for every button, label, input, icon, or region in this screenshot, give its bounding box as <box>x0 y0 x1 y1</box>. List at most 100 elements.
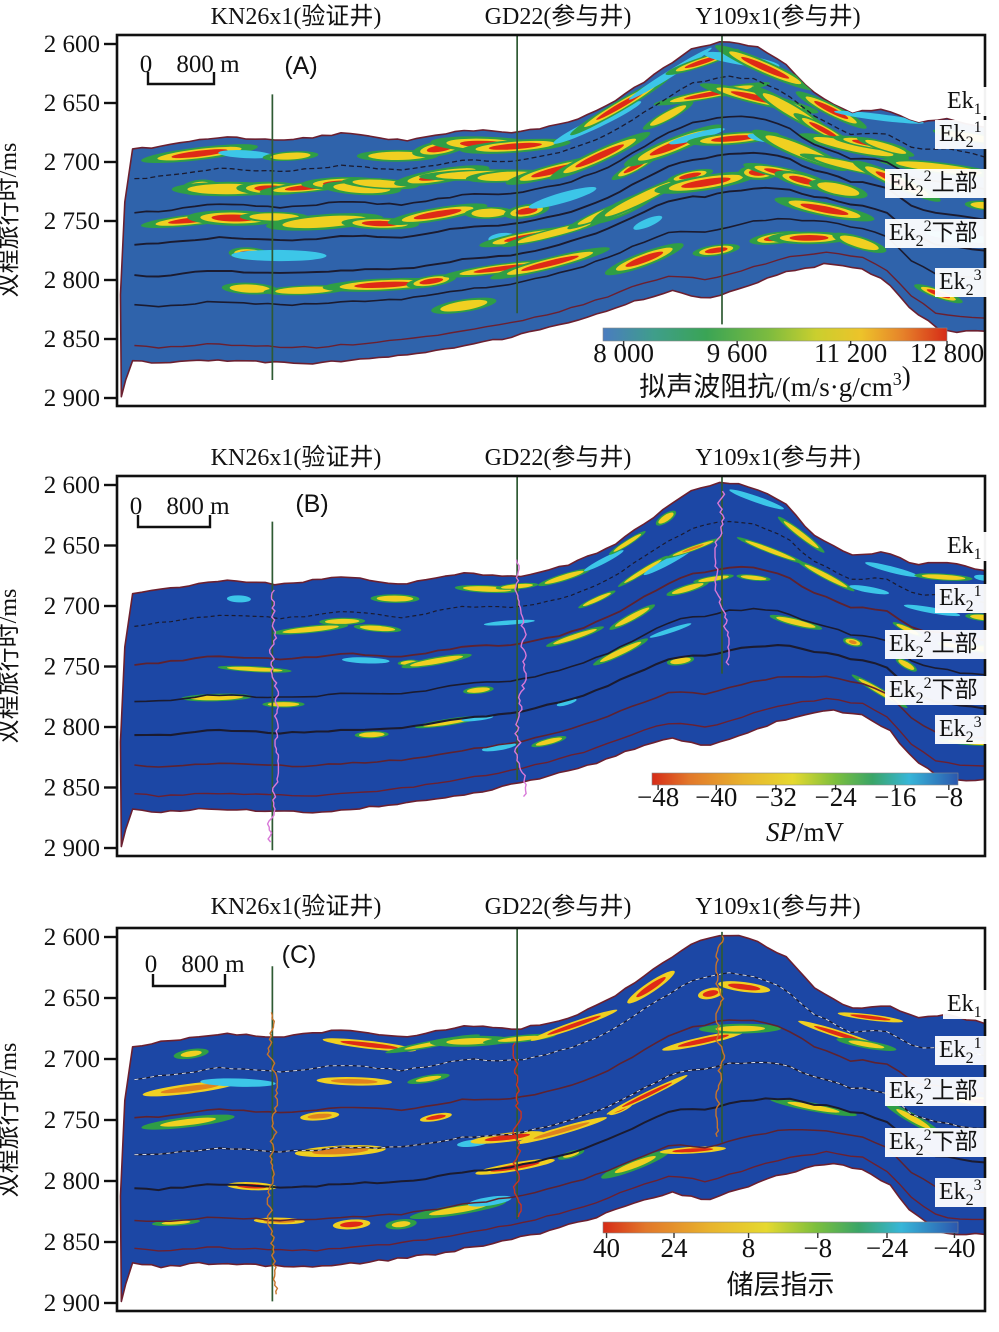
horizon-line <box>134 1129 985 1223</box>
colorbar-tick-label: 40 <box>593 1233 620 1263</box>
scale-zero: 0 <box>140 51 153 78</box>
scale-bar: 0 800 m <box>140 51 240 86</box>
strat-label: Ek22上部 <box>889 1076 978 1108</box>
well-header-label: Y109x1(参与井) <box>695 3 860 30</box>
y-tick-label: 2 800 <box>44 714 100 741</box>
colorbar-tick-label: −8 <box>803 1233 832 1263</box>
well-log-curve <box>715 935 726 1137</box>
horizon-line <box>134 186 985 278</box>
strat-label-bg <box>885 1077 990 1106</box>
horizon-line <box>134 1097 985 1192</box>
scale-zero: 0 <box>130 493 143 520</box>
y-axis: 2 600 2 650 2 700 2 750 2 800 2 850 2 900 双程旅行时… <box>0 924 117 1317</box>
panel-c: 2 600 2 650 2 700 2 750 2 800 2 850 2 900 双程旅行时… <box>0 893 990 1317</box>
strat-label-bg <box>943 990 990 1019</box>
strat-label: Ek1 <box>947 991 982 1021</box>
horizon-line <box>134 644 985 737</box>
strat-label-bg <box>935 1178 990 1207</box>
strat-label: Ek23 <box>939 267 982 299</box>
strat-label: Ek22上部 <box>889 629 978 661</box>
y-tick-label: 2 650 <box>44 533 100 560</box>
colorbar-gradient <box>651 772 959 786</box>
strat-label: Ek21 <box>939 583 982 615</box>
y-tick-label: 2 700 <box>44 593 100 620</box>
well-log-curve <box>512 1042 522 1218</box>
strat-label-bg <box>885 219 990 248</box>
y-tick-label: 2 700 <box>44 149 100 176</box>
panel-letter: (B) <box>295 490 328 518</box>
y-axis: 2 600 2 650 2 700 2 750 2 800 2 850 2 900 双程旅行时… <box>0 472 117 862</box>
strat-label: Ek1 <box>947 88 982 118</box>
y-tick-label: 2 900 <box>44 835 100 862</box>
well-header-label: KN26x1(验证井) <box>211 893 382 920</box>
colorbar-tick-label: −8 <box>934 782 963 812</box>
strat-label-bg <box>885 169 990 198</box>
panel-a: 2 600 2 650 2 700 2 750 2 800 2 850 2 900 双程旅行时… <box>0 3 990 412</box>
scale-length-label: 800 m <box>176 51 240 78</box>
scale-length-label: 800 m <box>181 951 245 978</box>
well-log-curve <box>513 559 527 798</box>
colorbar-gradient <box>602 327 948 342</box>
y-tick-label: 2 850 <box>44 775 100 802</box>
colorbar-tick-label: −40 <box>695 782 737 812</box>
y-tick-label: 2 750 <box>44 654 100 681</box>
scale-zero: 0 <box>145 951 158 978</box>
scale-bar: 0 800 m <box>130 493 230 529</box>
horizon-line <box>134 520 985 627</box>
colorbar-tick-label: 9 600 <box>707 338 768 368</box>
section-body <box>119 481 986 848</box>
colorbar-tick-label: 12 800 <box>910 338 984 368</box>
y-tick-label: 2 750 <box>44 208 100 235</box>
strat-label: Ek22下部 <box>889 1127 978 1159</box>
y-tick-label: 2 650 <box>44 985 100 1012</box>
strat-label: Ek23 <box>939 1177 982 1209</box>
colorbar-title: 储层指示 <box>727 1270 835 1300</box>
colorbar-tick-label: −24 <box>866 1233 909 1263</box>
colorbar-tick-label: −32 <box>755 782 797 812</box>
horizon-line <box>134 115 985 214</box>
y-tick-label: 2 600 <box>44 472 100 499</box>
colorbar-tick-label: −24 <box>814 782 857 812</box>
y-axis-title: 双程旅行时/ms <box>0 143 22 298</box>
y-tick-label: 2 700 <box>44 1046 100 1073</box>
panel-letter: (C) <box>282 941 317 969</box>
strat-label: Ek21 <box>939 119 982 151</box>
scale-length-label: 800 m <box>166 493 230 520</box>
horizon-line <box>134 1150 985 1252</box>
y-axis: 2 600 2 650 2 700 2 750 2 800 2 850 2 900 双程旅行时… <box>0 31 117 412</box>
well-header-label: Y109x1(参与井) <box>695 444 860 471</box>
colorbar-title: SP/mV <box>766 817 845 847</box>
strat-label: Ek22上部 <box>889 168 978 200</box>
panel-b: 2 600 2 650 2 700 2 750 2 800 2 850 2 900 双程旅行时… <box>0 444 990 862</box>
y-tick-label: 2 600 <box>44 924 100 951</box>
colorbar-tick-label: −16 <box>874 782 916 812</box>
wells <box>271 35 723 381</box>
well-log-curve <box>266 589 280 843</box>
y-tick-label: 2 850 <box>44 326 100 353</box>
colorbar-title: 拟声波阻抗/(m/s·g/cm3) <box>639 361 910 402</box>
wells <box>266 476 730 851</box>
well-header-label: Y109x1(参与井) <box>695 893 860 920</box>
strat-label: Ek22下部 <box>889 675 978 707</box>
y-tick-label: 2 900 <box>44 385 100 412</box>
y-axis-title: 双程旅行时/ms <box>0 1043 22 1198</box>
colorbar: 40 24 8 −8 −24 −40 储层指示 <box>593 1221 976 1300</box>
well-header-label: GD22(参与井) <box>485 893 632 920</box>
strat-label-bg <box>885 676 990 705</box>
wells <box>266 928 726 1302</box>
y-tick-label: 2 800 <box>44 267 100 294</box>
well-header-label: GD22(参与井) <box>485 444 632 471</box>
section-content <box>134 489 986 798</box>
y-tick-label: 2 600 <box>44 31 100 58</box>
colorbar-tick-label: 8 000 <box>593 338 654 368</box>
horizon-line <box>134 217 985 308</box>
y-tick-label: 2 750 <box>44 1107 100 1134</box>
strat-label-bg <box>935 715 990 744</box>
strat-label: Ek1 <box>947 533 982 563</box>
horizon-line <box>134 251 985 349</box>
horizon-line <box>134 1061 985 1156</box>
